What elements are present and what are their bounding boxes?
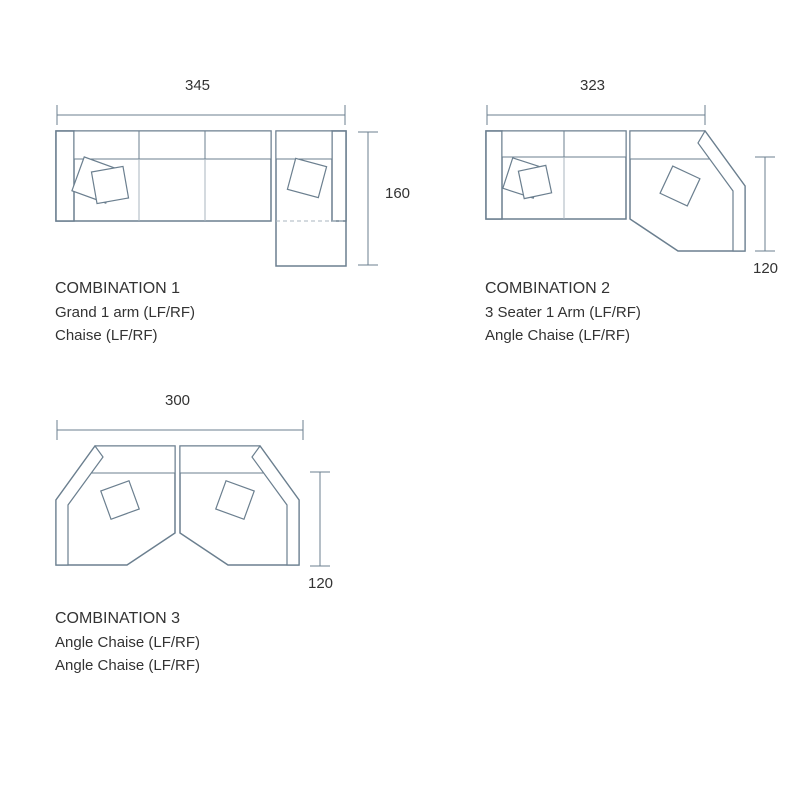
combo-1-line-2: Chaise (LF/RF) [55,325,195,348]
dim-height-2-label: 120 [753,260,778,277]
combo-1-labels: COMBINATION 1 Grand 1 arm (LF/RF) Chaise… [55,280,195,347]
dim-width-3 [55,415,315,445]
combo-3-line-1: Angle Chaise (LF/RF) [55,632,200,655]
combo-3-labels: COMBINATION 3 Angle Chaise (LF/RF) Angle… [55,610,200,677]
combo-3-title: COMBINATION 3 [55,610,200,628]
dim-height-1-label: 160 [385,185,410,202]
dim-width-2 [485,100,755,130]
combo-2-line-2: Angle Chaise (LF/RF) [485,325,641,348]
dim-width-2-label: 323 [580,77,605,94]
dim-width-1-label: 345 [185,77,210,94]
combo-2-line-1: 3 Seater 1 Arm (LF/RF) [485,302,641,325]
dim-width-3-label: 300 [165,392,190,409]
dim-width-1 [55,100,355,130]
dim-height-3-label: 120 [308,575,333,592]
sofa-drawing-2 [485,130,765,290]
combo-1-title: COMBINATION 1 [55,280,195,298]
combo-2-labels: COMBINATION 2 3 Seater 1 Arm (LF/RF) Ang… [485,280,641,347]
sofa-drawing-1 [55,130,375,280]
sofa-drawing-3 [55,445,335,605]
combo-1-line-1: Grand 1 arm (LF/RF) [55,302,195,325]
combo-2-title: COMBINATION 2 [485,280,641,298]
combo-3-line-2: Angle Chaise (LF/RF) [55,655,200,678]
dim-height-1 [353,130,383,275]
